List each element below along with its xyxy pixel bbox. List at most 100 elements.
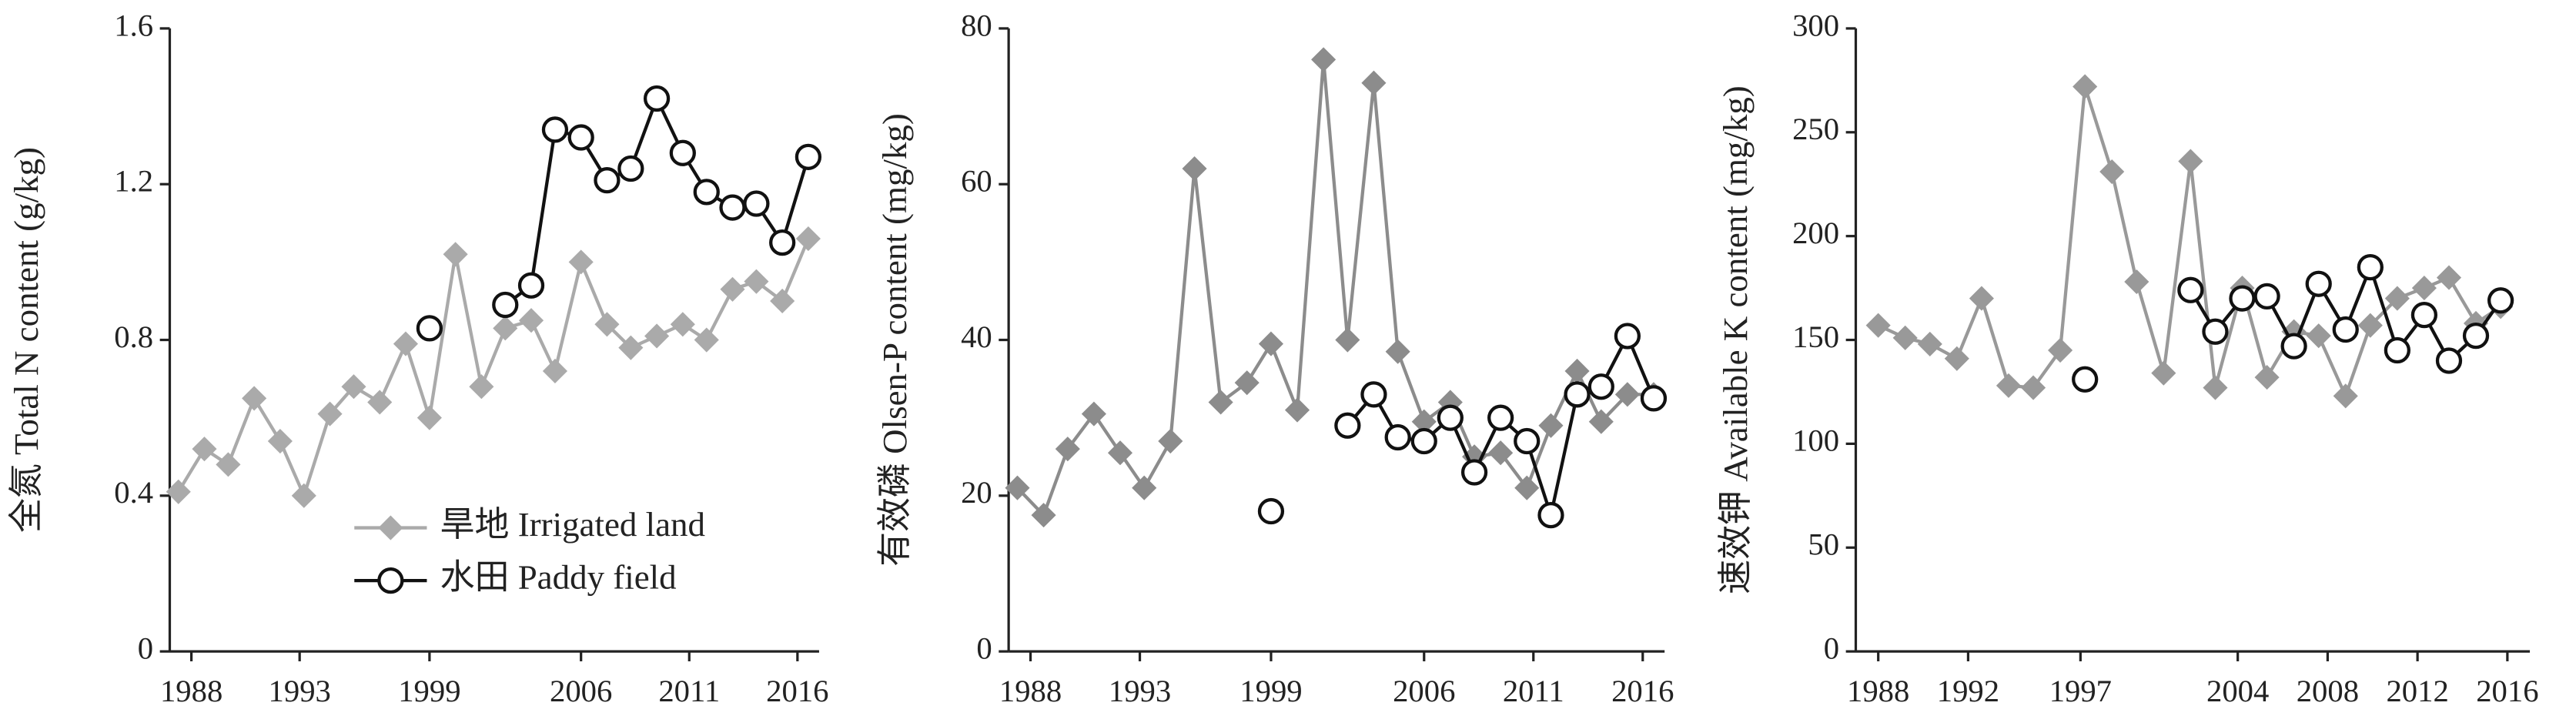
diamond-marker xyxy=(2048,337,2073,363)
x-tick-label: 2016 xyxy=(766,674,828,708)
circle-marker xyxy=(492,291,519,319)
diamond-marker xyxy=(1081,401,1106,427)
circle-marker xyxy=(1410,427,1437,455)
diamond-marker xyxy=(1031,503,1056,528)
x-tick-label: 2004 xyxy=(2206,674,2269,708)
circle-marker xyxy=(1487,404,1514,431)
diamond-marker xyxy=(644,323,670,349)
circle-marker xyxy=(1587,373,1614,400)
y-tick-label: 20 xyxy=(961,475,992,510)
chart: 0 0.4 0.8 1.2 1.6 1988 1993 1999 2006 2011 2016 全氮 … xyxy=(7,8,829,708)
x-tick-label: 2011 xyxy=(658,674,720,708)
y-tick-label: 200 xyxy=(1792,216,1839,250)
circle-marker xyxy=(1460,459,1488,486)
y-tick-label: 0 xyxy=(976,631,992,665)
circle-marker xyxy=(1537,501,1564,529)
diamond-marker xyxy=(1944,346,1969,371)
y-tick-label: 0 xyxy=(138,631,153,665)
chart: 0 20 40 60 80 1988 1993 1999 2006 2011 2016 有效磷 Ols… xyxy=(875,8,1674,708)
x-tick-label: 1993 xyxy=(269,674,331,708)
diamond-marker xyxy=(1208,390,1233,415)
y-tick-label: 40 xyxy=(961,320,992,354)
diamond-marker xyxy=(1258,331,1284,356)
circle-marker xyxy=(1564,381,1591,408)
diamond-marker xyxy=(1614,382,1640,407)
diamond-marker xyxy=(341,374,366,400)
circle-marker xyxy=(769,229,796,256)
x-tick-label: 1988 xyxy=(160,674,222,708)
circle-marker xyxy=(2410,302,2438,329)
legend-label: 旱地 Irrigated land xyxy=(440,505,705,544)
diamond-marker xyxy=(2333,383,2358,409)
diamond-marker xyxy=(1005,475,1030,500)
diamond-marker xyxy=(1996,373,2022,398)
diamond-marker xyxy=(2411,276,2437,301)
diamond-marker xyxy=(216,452,241,477)
y-tick-label: 150 xyxy=(1792,320,1839,354)
diamond-marker xyxy=(242,386,267,411)
y-tick-label: 50 xyxy=(1808,527,1839,562)
legend-label: 水田 Paddy field xyxy=(440,557,677,596)
x-tick-label: 1992 xyxy=(1937,674,1999,708)
circle-marker xyxy=(2253,283,2280,310)
diamond-marker xyxy=(1514,475,1540,500)
y-tick-label: 100 xyxy=(1792,423,1839,458)
circle-marker xyxy=(2229,285,2256,312)
diamond-marker xyxy=(493,316,518,341)
diamond-marker xyxy=(1969,286,1994,311)
x-tick-label: 1999 xyxy=(398,674,460,708)
circle-marker xyxy=(541,116,569,143)
circle-marker xyxy=(693,179,720,206)
diamond-marker xyxy=(1234,370,1260,396)
circle-marker xyxy=(1360,381,1387,408)
diamond-marker xyxy=(770,288,795,314)
diamond-marker xyxy=(2151,360,2176,386)
y-axis-label: 有效磷 Olsen-P content (mg/kg) xyxy=(875,113,914,567)
x-tick-label: 2006 xyxy=(550,674,612,708)
diamond-marker xyxy=(1411,409,1437,434)
diamond-marker xyxy=(1385,339,1410,364)
y-tick-label: 0.4 xyxy=(114,475,153,510)
circle-marker xyxy=(2487,287,2514,314)
diamond-marker xyxy=(1335,327,1360,353)
diamond-marker xyxy=(469,374,494,400)
y-tick-label: 0 xyxy=(1824,631,1839,665)
circle-marker xyxy=(719,194,746,221)
y-tick-label: 250 xyxy=(1792,112,1839,146)
circle-marker xyxy=(2072,366,2099,393)
x-tick-label: 2016 xyxy=(1611,674,1674,708)
circle-marker xyxy=(795,143,822,170)
diamond-marker xyxy=(744,269,769,294)
diamond-marker xyxy=(1132,475,1157,500)
circle-marker xyxy=(416,315,443,342)
x-tick-label: 1999 xyxy=(1239,674,1302,708)
circle-marker xyxy=(517,272,545,299)
diamond-marker xyxy=(417,405,442,430)
diamond-marker xyxy=(518,308,544,333)
circle-marker xyxy=(594,167,621,194)
diamond-marker xyxy=(2124,269,2149,295)
circle-marker xyxy=(643,85,671,112)
diamond-marker xyxy=(192,437,217,462)
diamond-marker xyxy=(720,276,745,302)
diamond-marker xyxy=(443,242,468,267)
x-tick-label: 2016 xyxy=(2476,674,2538,708)
diamond-marker xyxy=(2099,159,2125,185)
diamond-marker xyxy=(594,312,620,337)
y-tick-label: 60 xyxy=(961,164,992,199)
circle-marker xyxy=(743,190,770,217)
diamond-marker xyxy=(1588,409,1614,434)
diamond-marker xyxy=(267,428,293,454)
x-tick-label: 2006 xyxy=(1393,674,1455,708)
y-tick-label: 0.8 xyxy=(114,320,153,354)
circle-marker xyxy=(669,139,696,166)
y-tick-label: 1.2 xyxy=(114,164,153,199)
diamond-marker xyxy=(2178,149,2203,174)
diamond-marker xyxy=(694,327,719,353)
diamond-marker xyxy=(795,226,821,252)
diamond-marker xyxy=(2073,74,2098,99)
diamond-marker xyxy=(1892,325,1918,350)
circle-marker xyxy=(2280,333,2307,360)
circle-marker xyxy=(1614,323,1641,350)
circle-marker xyxy=(2357,253,2384,281)
